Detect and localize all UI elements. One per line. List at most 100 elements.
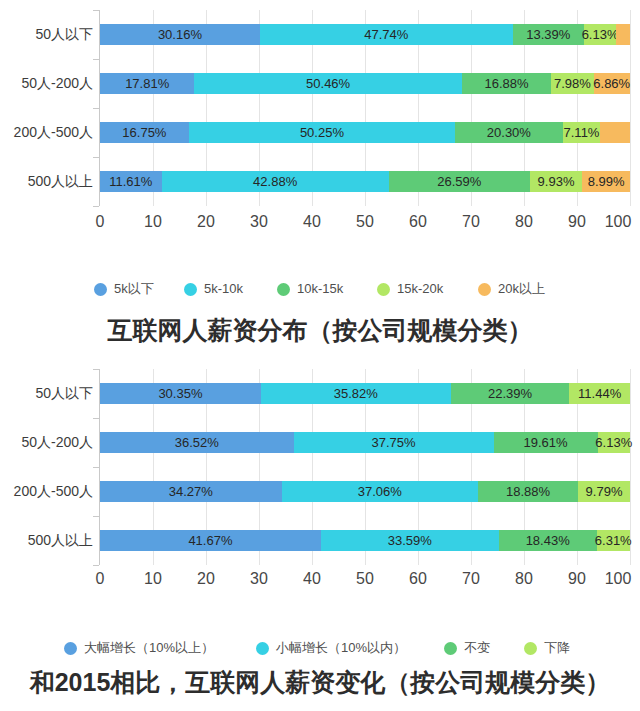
bar-segment-label: 37.75% [372, 432, 416, 453]
x-axis-label: 50 [356, 213, 374, 231]
bar-segment-label: 42.88% [253, 171, 297, 192]
bar-segment: 11.61% [100, 171, 162, 192]
bar-segment: 19.61% [494, 432, 598, 453]
x-axis-label: 100 [605, 213, 632, 231]
x-axis-label: 40 [303, 213, 321, 231]
bar-segment: 22.39% [451, 383, 570, 404]
x-axis-label: 10 [144, 570, 162, 588]
x-axis-label: 70 [462, 213, 480, 231]
y-axis-tick [93, 418, 99, 419]
category-label: 50人以下 [0, 369, 93, 418]
legend-item: 5k-10k [184, 281, 243, 297]
bar-segment-label: 33.59% [388, 530, 432, 551]
y-axis-tick [93, 516, 99, 517]
bar-segment [600, 122, 630, 143]
bar-segment-label: 34.27% [169, 481, 213, 502]
bar-segment: 16.88% [462, 73, 551, 94]
legend-item: 下降 [524, 640, 570, 656]
bar-segment: 16.75% [100, 122, 189, 143]
x-axis-label: 100 [605, 570, 632, 588]
legend-color-dot [478, 283, 491, 296]
x-axis-label: 90 [568, 570, 586, 588]
infographic-page: 50人以下50人-200人200人-500人500人以上30.16%47.74%… [0, 0, 640, 711]
bar-segment-label: 35.82% [334, 383, 378, 404]
bar-row: 17.81% 50.46% 16.88%7.98%6.86% [100, 73, 630, 94]
bar-segment: 13.39% [513, 24, 584, 45]
x-axis-label: 60 [409, 213, 427, 231]
bar-segment: 18.43% [499, 530, 597, 551]
bar-row: 30.35% 35.82% 22.39% 11.44% [100, 383, 630, 404]
bar-segment: 50.46% [194, 73, 461, 94]
bar-segment-label: 26.59% [437, 171, 481, 192]
bar-segment: 37.06% [282, 481, 478, 502]
x-axis-label: 80 [515, 213, 533, 231]
legend-label: 10k-15k [297, 281, 343, 297]
bar-segment-label: 13.39% [526, 24, 570, 45]
bar-segment-label: 18.88% [506, 481, 550, 502]
bar-segment-label: 36.52% [175, 432, 219, 453]
bar-segment-label: 30.35% [158, 383, 202, 404]
x-axis-label: 30 [250, 213, 268, 231]
legend-label: 小幅增长（10%以内） [276, 640, 406, 656]
bar-segment: 20.30% [455, 122, 563, 143]
bar-segment-label: 18.43% [526, 530, 570, 551]
y-axis-tick [93, 467, 99, 468]
bar-segment: 17.81% [100, 73, 194, 94]
bar-row: 36.52%37.75%19.61%6.13% [100, 432, 630, 453]
legend-item: 5k以下 [94, 281, 154, 297]
y-axis-tick [93, 108, 99, 109]
x-axis-label: 10 [144, 213, 162, 231]
gridline [630, 10, 631, 206]
bar-row: 41.67%33.59%18.43%6.31% [100, 530, 630, 551]
bar-segment-label: 22.39% [488, 383, 532, 404]
legend-label: 20k以上 [498, 281, 545, 297]
x-axis-label: 0 [96, 213, 105, 231]
category-label: 500人以上 [0, 516, 93, 565]
category-label: 50人以下 [0, 10, 93, 59]
legend-item: 小幅增长（10%以内） [256, 640, 406, 656]
bar-segment: 11.44% [569, 383, 630, 404]
bar-segment-label: 11.61% [109, 171, 152, 192]
bar-segment-label: 6.13% [582, 24, 619, 45]
category-label: 500人以上 [0, 157, 93, 206]
x-axis-label: 20 [197, 570, 215, 588]
legend-label: 5k-10k [204, 281, 243, 297]
bar-segment: 47.74% [260, 24, 513, 45]
salary-change-title: 和2015相比，互联网人薪资变化（按公司规模分类） [0, 668, 640, 696]
category-label: 50人-200人 [0, 59, 93, 108]
legend-color-dot [524, 642, 537, 655]
bar-segment-label: 50.46% [306, 73, 350, 94]
bar-segment-label: 7.98% [554, 73, 591, 94]
bar-segment [616, 24, 630, 45]
legend-color-dot [277, 283, 290, 296]
legend-color-dot [256, 642, 269, 655]
bar-segment: 33.59% [321, 530, 499, 551]
category-label: 200人-500人 [0, 467, 93, 516]
bar-segment: 41.67% [100, 530, 321, 551]
bar-row: 34.27% 37.06% 18.88% 9.79% [100, 481, 630, 502]
bar-segment: 35.82% [261, 383, 451, 404]
y-axis-tick [93, 10, 99, 11]
y-axis-tick [93, 206, 99, 207]
y-axis-tick [93, 157, 99, 158]
legend-label: 不变 [464, 640, 490, 656]
y-axis-tick [93, 369, 99, 370]
x-axis-label: 20 [197, 213, 215, 231]
bar-segment: 18.88% [478, 481, 578, 502]
legend-item: 10k-15k [277, 281, 343, 297]
bar-row: 30.16% 47.74% 13.39% 6.13% [100, 24, 630, 45]
bar-segment-label: 17.81% [125, 73, 169, 94]
legend-item: 大幅增长（10%以上） [64, 640, 214, 656]
bar-segment-label: 9.79% [586, 481, 623, 502]
bar-segment: 8.99% [582, 171, 630, 192]
bar-segment: 6.86% [594, 73, 630, 94]
x-axis-label: 60 [409, 570, 427, 588]
y-axis-tick [93, 565, 99, 566]
legend-color-dot [94, 283, 107, 296]
bar-segment-label: 30.16% [158, 24, 202, 45]
category-label: 200人-500人 [0, 108, 93, 157]
legend-item: 20k以上 [478, 281, 545, 297]
bar-segment-label: 47.74% [364, 24, 408, 45]
bar-segment-label: 9.93% [538, 171, 575, 192]
bar-segment: 36.52% [100, 432, 294, 453]
